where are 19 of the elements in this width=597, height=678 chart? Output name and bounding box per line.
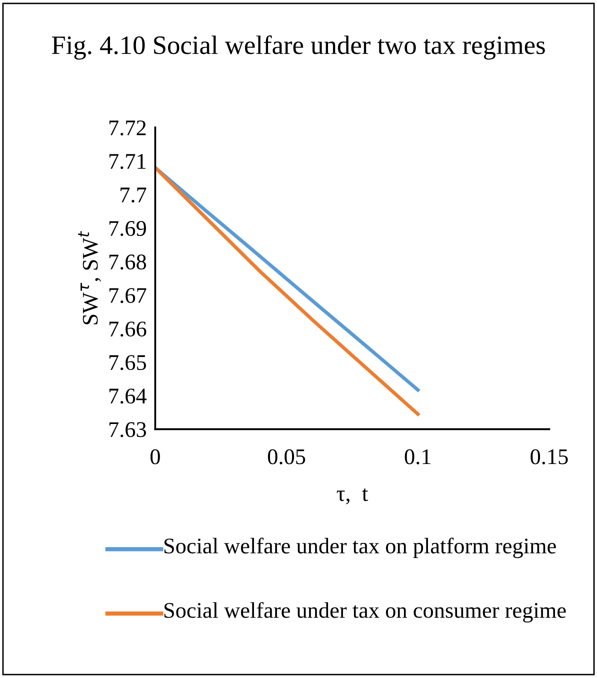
y-tick-label: 7.64 [109, 388, 147, 404]
y-tick-label: 7.63 [109, 422, 146, 438]
x-tick-label: 0 [150, 449, 160, 464]
y-tick-label: 7.66 [109, 322, 146, 337]
legend-label: Social welfare under tax on platform regime [164, 538, 556, 558]
x-tick-label: 0.15 [530, 449, 568, 464]
x-axis-title: τ, t [336, 488, 368, 504]
chart-title: Fig. 4.10 Social welfare under two tax regimes [52, 35, 545, 60]
x-tick-label: 0.1 [404, 449, 430, 464]
y-axis-title: SW$^{τ}$, SW$^{t}$ [78, 231, 101, 324]
y-tick-label: 7.71 [109, 154, 146, 170]
y-tick-label: 7.67 [109, 288, 146, 304]
y-tick-label: 7.72 [109, 120, 146, 136]
y-tick-label: 7.65 [109, 355, 146, 370]
y-tick-label: 7.7 [120, 188, 146, 203]
y-tick-label: 7.69 [109, 221, 146, 236]
x-tick-label: 0.05 [268, 449, 306, 464]
y-tick-label: 7.68 [109, 254, 146, 270]
legend-label: Social welfare under tax on consumer regime [164, 602, 566, 623]
